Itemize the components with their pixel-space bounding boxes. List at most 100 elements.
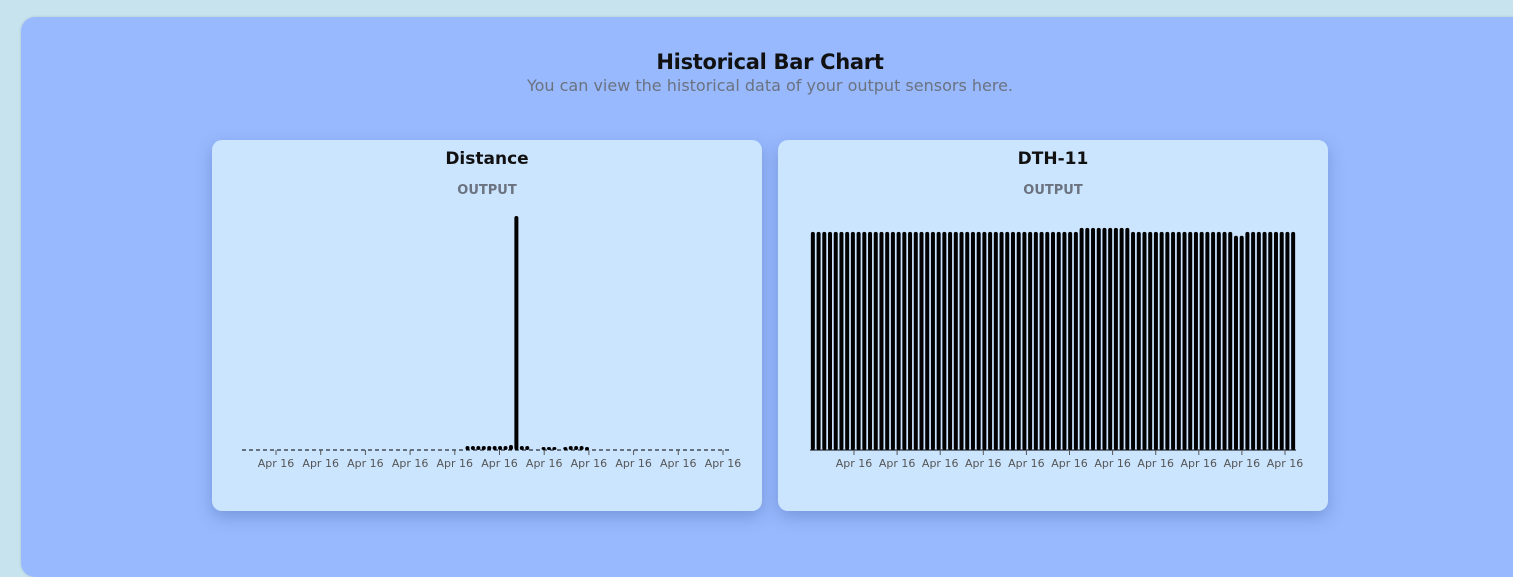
bar <box>1056 231 1061 450</box>
bar <box>810 231 815 450</box>
bar <box>1148 231 1153 450</box>
bar <box>959 231 964 450</box>
x-tick-label: Apr 16 <box>1051 457 1088 470</box>
x-tick-label: Apr 16 <box>879 457 916 470</box>
x-tick-label: Apr 16 <box>1181 457 1218 470</box>
bar <box>982 231 987 450</box>
bar <box>942 231 947 450</box>
bar <box>1010 231 1015 450</box>
bar <box>936 231 941 450</box>
bar <box>1228 231 1233 450</box>
dth11-chart-card: DTH-11 OUTPUT Apr 16 Apr 16 Apr 16 Apr 16 Ap… <box>778 140 1328 511</box>
x-tick-label: Apr 16 <box>615 457 652 470</box>
bar <box>816 231 821 450</box>
x-tick-label: Apr 16 <box>965 457 1002 470</box>
x-tick-label: Apr 16 <box>392 457 429 470</box>
bar <box>1222 231 1227 450</box>
bar <box>519 446 524 450</box>
bar <box>1273 231 1278 450</box>
bar <box>1142 231 1147 450</box>
bar <box>1028 231 1033 450</box>
bar <box>828 231 833 450</box>
bar <box>1251 231 1256 450</box>
bar <box>481 446 486 450</box>
bar <box>514 215 519 450</box>
bar <box>1051 231 1055 450</box>
x-tick-label: Apr 16 <box>481 457 518 470</box>
bar <box>1211 231 1216 450</box>
x-tick-label: Apr 16 <box>347 457 384 470</box>
bar <box>976 231 981 450</box>
bar <box>1022 231 1027 450</box>
dth11-bar-chart: Apr 16 Apr 16 Apr 16 Apr 16 Apr 16 Apr 16 Apr … <box>810 227 1304 470</box>
bar <box>970 231 975 450</box>
bar <box>850 231 855 450</box>
bar <box>948 231 953 450</box>
bar <box>541 447 546 450</box>
x-tick-label: Apr 16 <box>258 457 295 470</box>
x-tick-label: Apr 16 <box>836 457 873 470</box>
bar <box>1125 227 1130 450</box>
bar <box>1233 235 1238 450</box>
x-tick-label: Apr 16 <box>1267 457 1304 470</box>
bar <box>1188 231 1193 450</box>
bar <box>913 231 918 450</box>
bar <box>492 446 497 450</box>
distance-bar-chart: Apr 16 Apr 16 Apr 16 Apr 16 Apr 16 Apr 16 Apr … <box>242 215 742 470</box>
bar <box>993 231 998 450</box>
page-subtitle: You can view the historical data of your… <box>526 76 1014 95</box>
bar <box>1039 231 1044 450</box>
bar <box>845 231 850 450</box>
bar <box>1279 231 1284 450</box>
bar <box>988 231 993 450</box>
bar <box>868 231 873 450</box>
x-tick-label: Apr 16 <box>1008 457 1045 470</box>
bar <box>525 446 530 450</box>
bar <box>1216 231 1221 450</box>
bar <box>1102 227 1107 450</box>
bar <box>1079 227 1084 450</box>
bar <box>498 446 503 450</box>
bar <box>1136 231 1141 450</box>
bar <box>579 446 584 450</box>
bar <box>999 231 1004 450</box>
bar <box>925 231 930 450</box>
bar <box>1205 231 1210 450</box>
bar <box>1153 231 1158 450</box>
bar <box>1119 227 1124 450</box>
bar <box>862 231 867 450</box>
x-tick-label: Apr 16 <box>302 457 339 470</box>
bar <box>476 446 481 450</box>
bar <box>1073 231 1078 450</box>
bar <box>873 231 878 450</box>
bar <box>856 231 861 450</box>
bar <box>1239 235 1244 450</box>
chart-title: Distance <box>445 149 529 169</box>
x-tick-label: Apr 16 <box>1224 457 1261 470</box>
bar <box>890 231 895 450</box>
bar <box>1045 231 1050 450</box>
bar <box>1108 227 1113 450</box>
bar <box>1193 231 1198 450</box>
x-tick-label: Apr 16 <box>571 457 608 470</box>
bar <box>1016 231 1021 450</box>
bar <box>839 231 844 450</box>
bar <box>822 231 827 450</box>
bar <box>568 446 573 450</box>
bar <box>1199 231 1204 450</box>
distance-chart-card: Distance OUTPUT Apr 16 Apr 16 Apr 16 Apr 16… <box>212 140 762 511</box>
bar <box>552 447 557 450</box>
bar <box>1062 231 1067 450</box>
chart-subtitle: OUTPUT <box>1023 183 1083 198</box>
bar <box>965 231 970 450</box>
bar <box>1113 227 1118 450</box>
x-tick-label: Apr 16 <box>705 457 742 470</box>
bar <box>1268 231 1273 450</box>
bar <box>1033 231 1038 450</box>
bar <box>1245 231 1250 450</box>
bar <box>879 231 884 450</box>
x-tick-label: Apr 16 <box>1094 457 1131 470</box>
bar <box>585 447 590 450</box>
bar <box>1256 231 1261 450</box>
bar <box>1068 231 1073 450</box>
